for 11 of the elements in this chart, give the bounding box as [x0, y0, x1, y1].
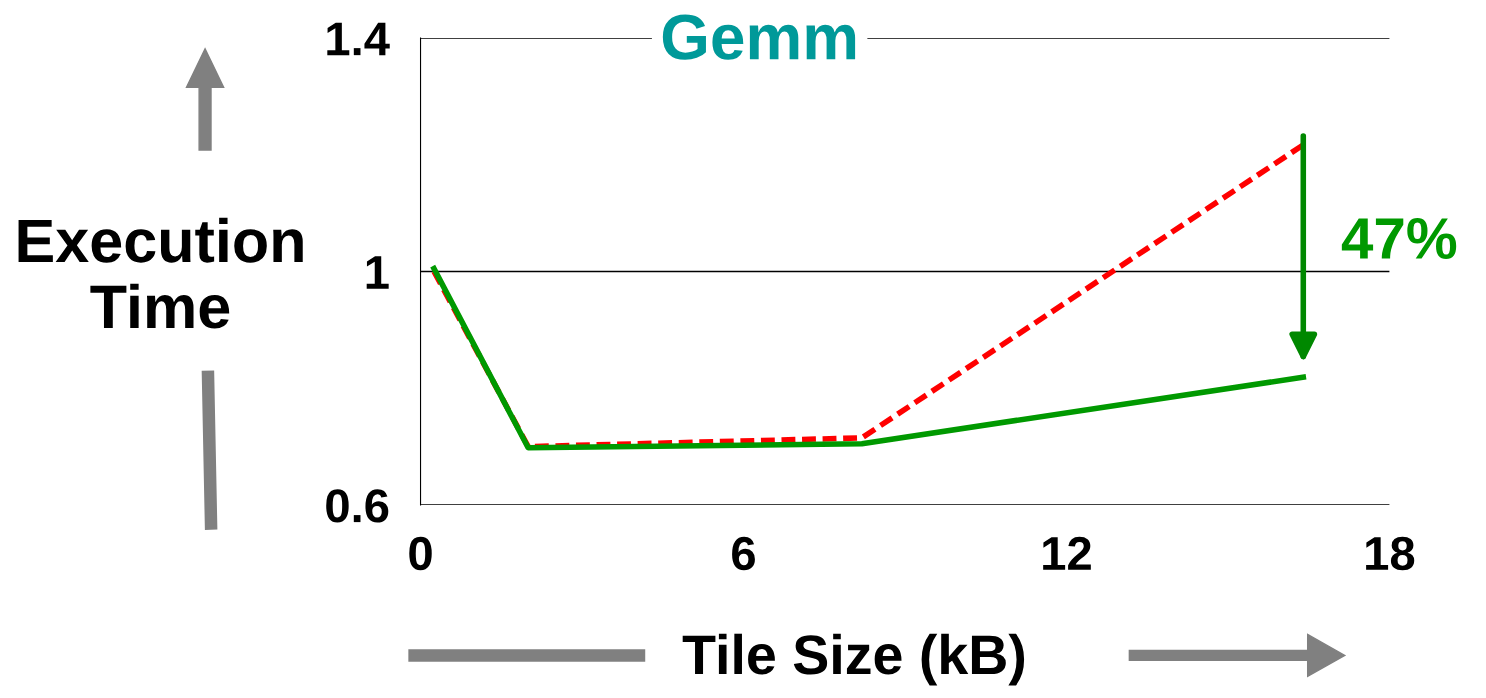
chart-title: Gemm: [662, 14, 856, 60]
x-tick-label: 0: [409, 536, 432, 571]
y-tick-label: 1: [366, 256, 389, 289]
x-tick-label: 18: [1366, 536, 1415, 571]
y-tick-label: 1.4: [327, 22, 390, 56]
y-tick-label: 0.6: [326, 489, 389, 523]
x-tick-label: 12: [1043, 536, 1091, 570]
x-axis-title: Tile Size (kB): [682, 633, 1025, 686]
annotation: 47%: [1341, 218, 1457, 260]
y-axis-title: Execution Time: [18, 217, 303, 329]
x-tick-label: 6: [732, 536, 755, 571]
